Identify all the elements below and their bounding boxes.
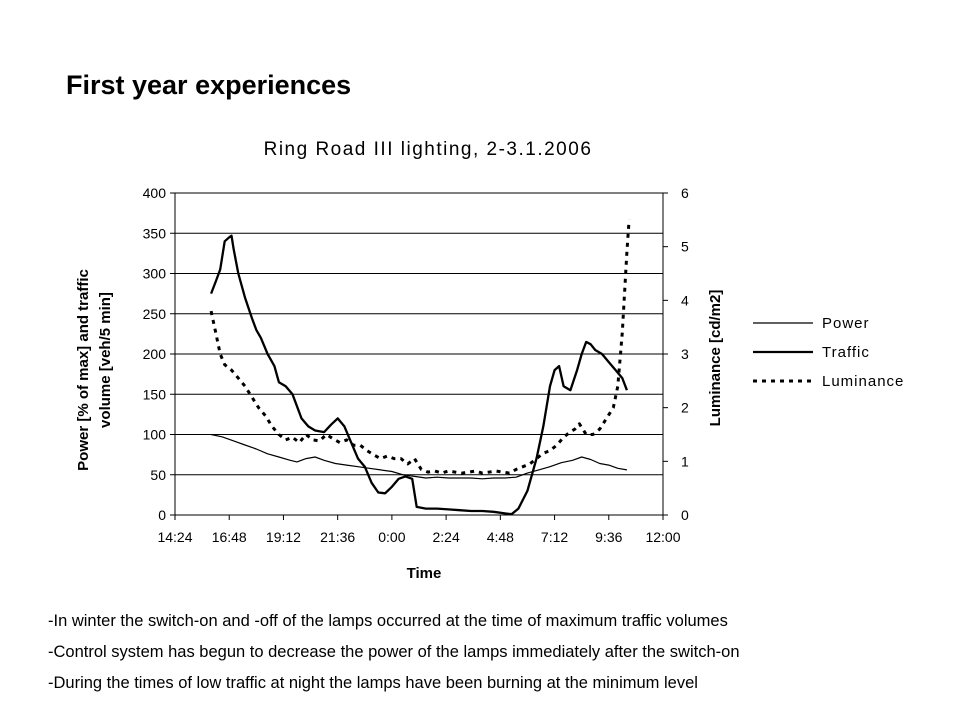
- x-tick-label: 4:48: [487, 529, 514, 545]
- y-tick-label: 300: [143, 266, 167, 282]
- series-line-power: [210, 433, 628, 480]
- legend-label: Luminance: [822, 373, 904, 390]
- legend-label: Traffic: [822, 344, 870, 361]
- y2-tick-label: 0: [681, 507, 689, 523]
- y-tick-label: 50: [150, 467, 166, 483]
- y2-tick-label: 6: [681, 185, 689, 201]
- x-axis-ticks: 14:24 16:48 19:12 21:36 0:00 2:24 4:48 7:12 9:36…: [157, 515, 681, 545]
- series-line-luminance: [209, 219, 631, 475]
- x-tick-label: 0:00: [378, 529, 405, 545]
- chart-title: Ring Road III lighting, 2-3.1.2006: [264, 139, 593, 160]
- y2-tick-label: 1: [681, 453, 689, 469]
- x-tick-label: 21:36: [320, 529, 355, 545]
- y2-axis-label: Luminance [cd/m2]: [707, 290, 724, 427]
- x-tick-label: 19:12: [266, 529, 301, 545]
- bullet-item: -During the times of low traffic at nigh…: [48, 674, 698, 692]
- y2-tick-label: 2: [681, 400, 689, 416]
- y2-axis-ticks: 0 1 2 3 4 5 6: [663, 185, 689, 523]
- bullet-item: -Control system has begun to decrease th…: [48, 643, 740, 661]
- slide-title: First year experiences: [66, 70, 352, 100]
- y-tick-label: 250: [143, 306, 167, 322]
- y-axis-ticks: 0 50 100 150 200 250 300 350 400: [143, 185, 175, 523]
- x-axis-label: Time: [407, 565, 442, 582]
- y-axis-label-line1: Power [% of max] and traffic: [75, 269, 92, 471]
- line-chart: Ring Road III lighting, 2-3.1.2006 05010…: [75, 139, 904, 582]
- bullet-item: -In winter the switch-on and -off of the…: [48, 612, 728, 630]
- gridlines: [175, 232, 663, 476]
- x-tick-label: 2:24: [432, 529, 459, 545]
- y-axis-label-line2: volume [veh/5 min]: [97, 292, 114, 428]
- y-tick-label: 100: [143, 427, 167, 443]
- x-tick-label: 7:12: [541, 529, 568, 545]
- legend-label: Power: [822, 315, 870, 332]
- y-tick-label: 200: [143, 346, 167, 362]
- y2-tick-label: 3: [681, 346, 689, 362]
- y-tick-label: 150: [143, 386, 167, 402]
- y-tick-label: 400: [143, 185, 167, 201]
- x-tick-label: 12:00: [645, 529, 680, 545]
- y2-tick-label: 5: [681, 239, 689, 255]
- bullet-list: -In winter the switch-on and -off of the…: [48, 606, 740, 699]
- y2-tick-label: 4: [681, 292, 689, 308]
- series-lines: [209, 219, 631, 516]
- series-line-traffic: [210, 234, 628, 516]
- y-tick-label: 0: [158, 507, 166, 523]
- x-tick-label: 16:48: [212, 529, 247, 545]
- x-tick-label: 9:36: [595, 529, 622, 545]
- y-tick-label: 350: [143, 225, 167, 241]
- legend: Power Traffic Luminance: [753, 315, 904, 390]
- x-tick-label: 14:24: [157, 529, 192, 545]
